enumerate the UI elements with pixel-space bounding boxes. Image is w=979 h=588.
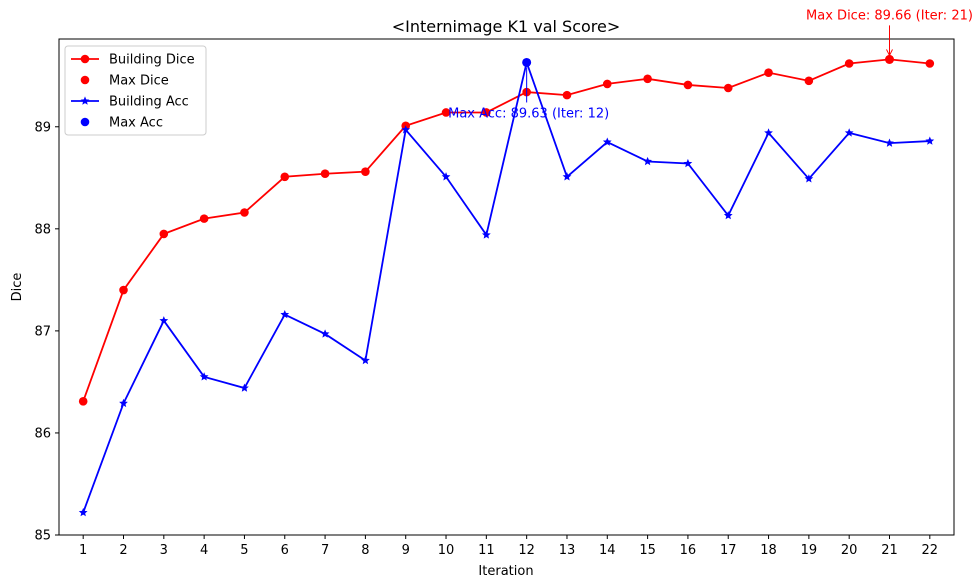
data-point	[240, 208, 249, 217]
series-line	[82, 59, 930, 513]
x-tick-label: 17	[720, 543, 737, 558]
data-point	[280, 309, 290, 319]
data-point	[159, 229, 169, 239]
data-point	[119, 398, 128, 408]
x-tick-label: 15	[639, 543, 656, 558]
data-point	[602, 137, 612, 146]
x-tick-label: 9	[402, 543, 410, 558]
series-layer	[78, 55, 935, 517]
data-point	[683, 158, 693, 168]
legend-marker	[80, 75, 90, 85]
x-tick-label: 3	[160, 543, 168, 558]
x-tick-label: 6	[281, 543, 289, 558]
max-acc-annotation: Max Acc: 89.63 (Iter: 12)	[448, 106, 609, 121]
x-tick-label: 18	[760, 543, 777, 558]
data-point	[441, 108, 451, 117]
y-axis-label: Dice	[10, 273, 25, 302]
y-axis-ticks: 85 86 87 88 89	[34, 120, 59, 544]
y-tick-label: 89	[34, 120, 51, 135]
legend-box	[64, 45, 207, 136]
data-point	[482, 108, 491, 117]
x-axis-ticks: 1 2 3 4 5 6 7 8 9 10 11 12 13 14 15 16 17 18 19 20 21 22	[79, 535, 938, 558]
data-point	[804, 76, 814, 86]
x-tick-label: 8	[361, 543, 369, 558]
data-point	[885, 138, 894, 147]
data-point	[844, 128, 854, 137]
x-tick-label: 14	[599, 543, 616, 558]
max-acc-point	[522, 57, 532, 67]
x-tick-label: 13	[559, 543, 576, 558]
data-point	[683, 80, 693, 90]
data-point	[199, 372, 209, 381]
data-point	[441, 172, 451, 181]
x-tick-label: 1	[79, 543, 87, 558]
x-tick-label: 11	[478, 543, 495, 558]
data-point	[320, 329, 330, 338]
x-tick-label: 5	[240, 543, 248, 558]
data-point	[240, 383, 249, 392]
legend-label: Building Dice	[109, 53, 195, 68]
data-point	[804, 174, 814, 183]
data-point	[119, 285, 128, 295]
x-tick-label: 21	[881, 543, 898, 558]
annotation-layer: Max Dice: 89.66 (Iter: 21) Max Acc: 89.63…	[448, 8, 973, 121]
x-tick-label: 10	[438, 543, 455, 558]
x-tick-label: 19	[801, 543, 818, 558]
data-point	[844, 59, 854, 68]
plot-frame	[58, 38, 955, 536]
data-point	[361, 167, 370, 176]
legend-label: Max Acc	[109, 116, 163, 131]
data-point	[280, 172, 290, 182]
x-tick-label: 16	[680, 543, 697, 558]
annotation-arrowhead	[886, 49, 893, 57]
chart-title: <Internimage K1 val Score>	[392, 17, 621, 36]
series-building-dice	[78, 55, 935, 406]
x-axis-label: Iteration	[478, 564, 533, 579]
max-dice-annotation: Max Dice: 89.66 (Iter: 21)	[806, 8, 973, 23]
legend: Building Dice Max Dice Building Acc Max Acc	[64, 45, 207, 136]
x-tick-label: 2	[119, 543, 127, 558]
data-point	[199, 214, 209, 223]
data-point	[925, 59, 935, 68]
data-point	[78, 397, 88, 406]
data-point	[925, 136, 935, 145]
legend-label: Max Dice	[109, 74, 169, 89]
data-point	[764, 128, 773, 137]
data-point	[361, 355, 370, 365]
data-point	[320, 169, 330, 179]
y-tick-label: 87	[34, 324, 51, 339]
data-point	[602, 79, 612, 89]
x-tick-label: 20	[841, 543, 858, 558]
legend-marker	[80, 96, 90, 105]
data-point	[159, 316, 169, 325]
legend-label: Building Acc	[109, 95, 189, 110]
data-point	[723, 83, 733, 93]
y-tick-label: 85	[34, 529, 51, 544]
legend-marker	[80, 54, 90, 64]
y-tick-label: 88	[34, 222, 51, 237]
data-point	[562, 172, 572, 181]
y-tick-label: 86	[34, 426, 51, 441]
data-point	[764, 68, 773, 77]
series-line	[82, 58, 930, 402]
legend-marker	[80, 117, 90, 127]
x-tick-label: 22	[922, 543, 939, 558]
max-dice-point	[884, 54, 894, 64]
data-point	[643, 156, 652, 166]
data-point	[481, 230, 491, 239]
data-point	[723, 210, 733, 220]
data-point	[401, 125, 411, 134]
x-tick-label: 7	[321, 543, 329, 558]
series-building-acc	[78, 57, 935, 517]
data-point	[643, 74, 652, 84]
data-point	[562, 90, 572, 100]
x-tick-label: 4	[200, 543, 208, 558]
x-tick-label: 12	[518, 543, 535, 558]
data-point	[78, 507, 88, 517]
